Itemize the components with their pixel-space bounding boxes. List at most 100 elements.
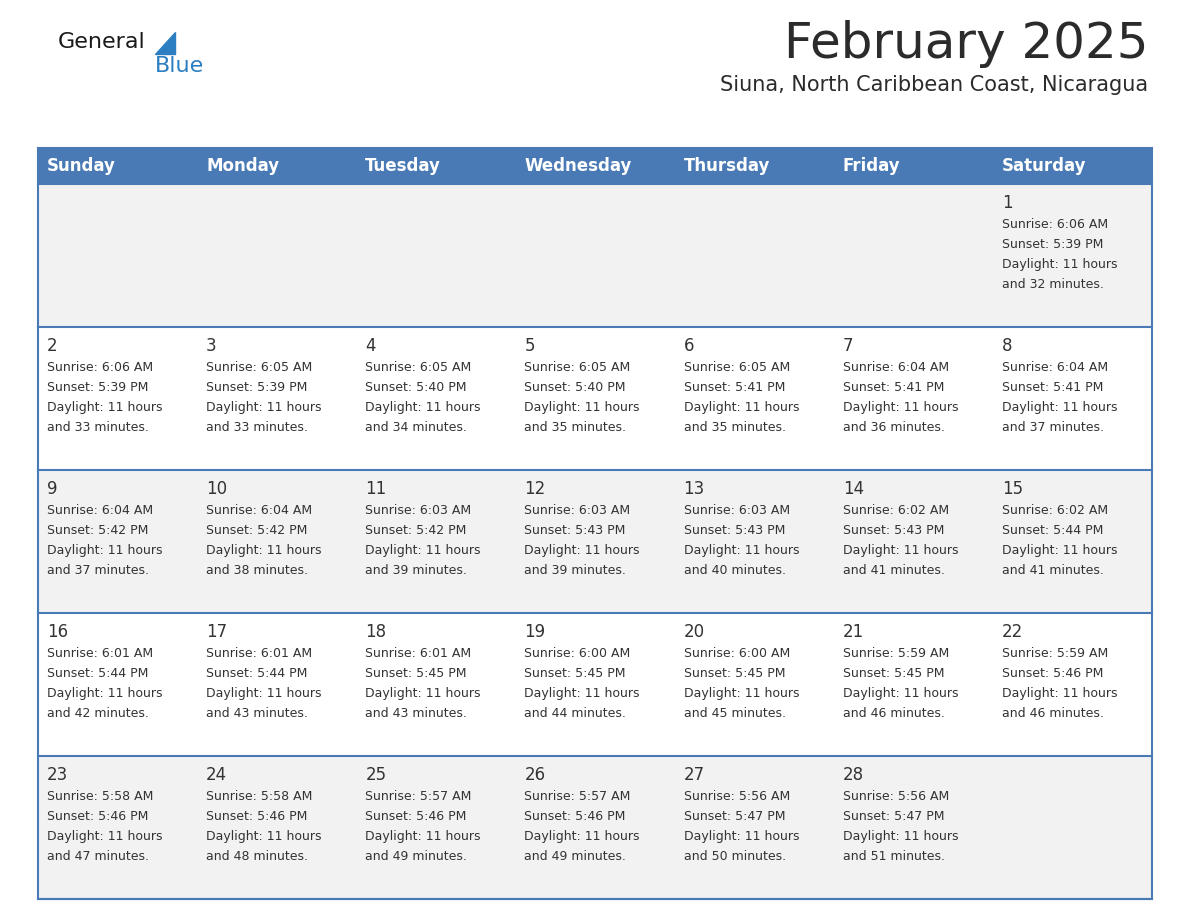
- Text: Daylight: 11 hours: Daylight: 11 hours: [524, 830, 640, 843]
- Text: Sunrise: 6:05 AM: Sunrise: 6:05 AM: [524, 361, 631, 374]
- Text: 17: 17: [207, 623, 227, 641]
- Text: Daylight: 11 hours: Daylight: 11 hours: [207, 687, 322, 700]
- Text: Daylight: 11 hours: Daylight: 11 hours: [365, 830, 481, 843]
- Text: Sunset: 5:42 PM: Sunset: 5:42 PM: [207, 524, 308, 537]
- Text: Sunset: 5:39 PM: Sunset: 5:39 PM: [1001, 238, 1104, 251]
- Text: Sunset: 5:45 PM: Sunset: 5:45 PM: [524, 667, 626, 680]
- Text: 8: 8: [1001, 337, 1012, 355]
- Text: 6: 6: [683, 337, 694, 355]
- Text: Daylight: 11 hours: Daylight: 11 hours: [207, 401, 322, 414]
- Text: and 43 minutes.: and 43 minutes.: [365, 707, 467, 720]
- Text: Sunset: 5:40 PM: Sunset: 5:40 PM: [524, 381, 626, 394]
- Text: and 32 minutes.: and 32 minutes.: [1001, 278, 1104, 291]
- Text: 4: 4: [365, 337, 375, 355]
- Text: Sunset: 5:44 PM: Sunset: 5:44 PM: [207, 667, 308, 680]
- Text: Sunrise: 6:04 AM: Sunrise: 6:04 AM: [842, 361, 949, 374]
- Text: Daylight: 11 hours: Daylight: 11 hours: [842, 401, 959, 414]
- Text: Daylight: 11 hours: Daylight: 11 hours: [365, 401, 481, 414]
- Text: and 42 minutes.: and 42 minutes.: [48, 707, 148, 720]
- Text: and 44 minutes.: and 44 minutes.: [524, 707, 626, 720]
- Text: and 41 minutes.: and 41 minutes.: [1001, 564, 1104, 577]
- Text: Daylight: 11 hours: Daylight: 11 hours: [48, 687, 163, 700]
- Text: and 45 minutes.: and 45 minutes.: [683, 707, 785, 720]
- Text: Daylight: 11 hours: Daylight: 11 hours: [365, 544, 481, 557]
- Text: 24: 24: [207, 766, 227, 784]
- Text: Daylight: 11 hours: Daylight: 11 hours: [524, 544, 640, 557]
- Text: 11: 11: [365, 480, 386, 498]
- Text: Sunrise: 5:57 AM: Sunrise: 5:57 AM: [524, 790, 631, 803]
- Text: Daylight: 11 hours: Daylight: 11 hours: [1001, 687, 1118, 700]
- Text: and 40 minutes.: and 40 minutes.: [683, 564, 785, 577]
- Text: Siuna, North Caribbean Coast, Nicaragua: Siuna, North Caribbean Coast, Nicaragua: [720, 75, 1148, 95]
- Text: and 33 minutes.: and 33 minutes.: [48, 421, 148, 434]
- Text: Sunset: 5:44 PM: Sunset: 5:44 PM: [48, 667, 148, 680]
- Text: Daylight: 11 hours: Daylight: 11 hours: [48, 544, 163, 557]
- Bar: [38, 613, 1152, 756]
- Text: 15: 15: [1001, 480, 1023, 498]
- Text: Sunset: 5:42 PM: Sunset: 5:42 PM: [365, 524, 467, 537]
- Text: and 34 minutes.: and 34 minutes.: [365, 421, 467, 434]
- Text: and 41 minutes.: and 41 minutes.: [842, 564, 944, 577]
- Text: Daylight: 11 hours: Daylight: 11 hours: [683, 401, 800, 414]
- Text: 13: 13: [683, 480, 704, 498]
- Text: Friday: Friday: [842, 157, 901, 175]
- Text: Sunrise: 6:01 AM: Sunrise: 6:01 AM: [48, 647, 153, 660]
- Text: Sunset: 5:39 PM: Sunset: 5:39 PM: [207, 381, 308, 394]
- Text: Sunrise: 6:02 AM: Sunrise: 6:02 AM: [1001, 504, 1108, 517]
- Text: Sunset: 5:43 PM: Sunset: 5:43 PM: [683, 524, 785, 537]
- Text: Sunrise: 5:56 AM: Sunrise: 5:56 AM: [842, 790, 949, 803]
- Text: Sunrise: 5:58 AM: Sunrise: 5:58 AM: [207, 790, 312, 803]
- Text: Daylight: 11 hours: Daylight: 11 hours: [524, 687, 640, 700]
- Text: Sunrise: 6:03 AM: Sunrise: 6:03 AM: [683, 504, 790, 517]
- Text: Sunset: 5:46 PM: Sunset: 5:46 PM: [524, 810, 626, 823]
- Bar: [356, 148, 516, 184]
- Text: Sunset: 5:45 PM: Sunset: 5:45 PM: [842, 667, 944, 680]
- Bar: [38, 470, 1152, 613]
- Text: 1: 1: [1001, 194, 1012, 212]
- Text: Daylight: 11 hours: Daylight: 11 hours: [683, 830, 800, 843]
- Text: Sunrise: 5:59 AM: Sunrise: 5:59 AM: [1001, 647, 1108, 660]
- Text: Sunrise: 6:04 AM: Sunrise: 6:04 AM: [207, 504, 312, 517]
- Text: 28: 28: [842, 766, 864, 784]
- Text: Sunset: 5:42 PM: Sunset: 5:42 PM: [48, 524, 148, 537]
- Text: and 36 minutes.: and 36 minutes.: [842, 421, 944, 434]
- Text: 16: 16: [48, 623, 68, 641]
- Bar: [38, 184, 1152, 327]
- Text: Sunset: 5:41 PM: Sunset: 5:41 PM: [683, 381, 785, 394]
- Text: and 47 minutes.: and 47 minutes.: [48, 850, 148, 863]
- Text: Monday: Monday: [207, 157, 279, 175]
- Bar: [834, 148, 993, 184]
- Text: Sunrise: 6:04 AM: Sunrise: 6:04 AM: [48, 504, 153, 517]
- Text: 27: 27: [683, 766, 704, 784]
- Text: and 39 minutes.: and 39 minutes.: [365, 564, 467, 577]
- Text: Sunset: 5:46 PM: Sunset: 5:46 PM: [1001, 667, 1104, 680]
- Text: 5: 5: [524, 337, 535, 355]
- Text: 2: 2: [48, 337, 58, 355]
- Text: 20: 20: [683, 623, 704, 641]
- Text: and 48 minutes.: and 48 minutes.: [207, 850, 308, 863]
- Text: Sunrise: 5:59 AM: Sunrise: 5:59 AM: [842, 647, 949, 660]
- Text: and 51 minutes.: and 51 minutes.: [842, 850, 944, 863]
- Text: and 49 minutes.: and 49 minutes.: [524, 850, 626, 863]
- Text: Sunset: 5:46 PM: Sunset: 5:46 PM: [207, 810, 308, 823]
- Text: Sunrise: 6:02 AM: Sunrise: 6:02 AM: [842, 504, 949, 517]
- Text: Sunrise: 6:03 AM: Sunrise: 6:03 AM: [365, 504, 472, 517]
- Text: 7: 7: [842, 337, 853, 355]
- Text: Sunset: 5:47 PM: Sunset: 5:47 PM: [683, 810, 785, 823]
- Text: Sunset: 5:40 PM: Sunset: 5:40 PM: [365, 381, 467, 394]
- Text: and 50 minutes.: and 50 minutes.: [683, 850, 785, 863]
- Text: Saturday: Saturday: [1001, 157, 1086, 175]
- Text: Daylight: 11 hours: Daylight: 11 hours: [842, 830, 959, 843]
- Text: Sunrise: 6:01 AM: Sunrise: 6:01 AM: [365, 647, 472, 660]
- Text: Sunrise: 5:58 AM: Sunrise: 5:58 AM: [48, 790, 153, 803]
- Text: Sunrise: 6:05 AM: Sunrise: 6:05 AM: [207, 361, 312, 374]
- Text: Daylight: 11 hours: Daylight: 11 hours: [683, 544, 800, 557]
- Text: and 43 minutes.: and 43 minutes.: [207, 707, 308, 720]
- Text: and 38 minutes.: and 38 minutes.: [207, 564, 308, 577]
- Text: Daylight: 11 hours: Daylight: 11 hours: [207, 544, 322, 557]
- Text: 18: 18: [365, 623, 386, 641]
- Bar: [38, 327, 1152, 470]
- Text: Sunset: 5:45 PM: Sunset: 5:45 PM: [683, 667, 785, 680]
- Text: Daylight: 11 hours: Daylight: 11 hours: [48, 830, 163, 843]
- Text: 22: 22: [1001, 623, 1023, 641]
